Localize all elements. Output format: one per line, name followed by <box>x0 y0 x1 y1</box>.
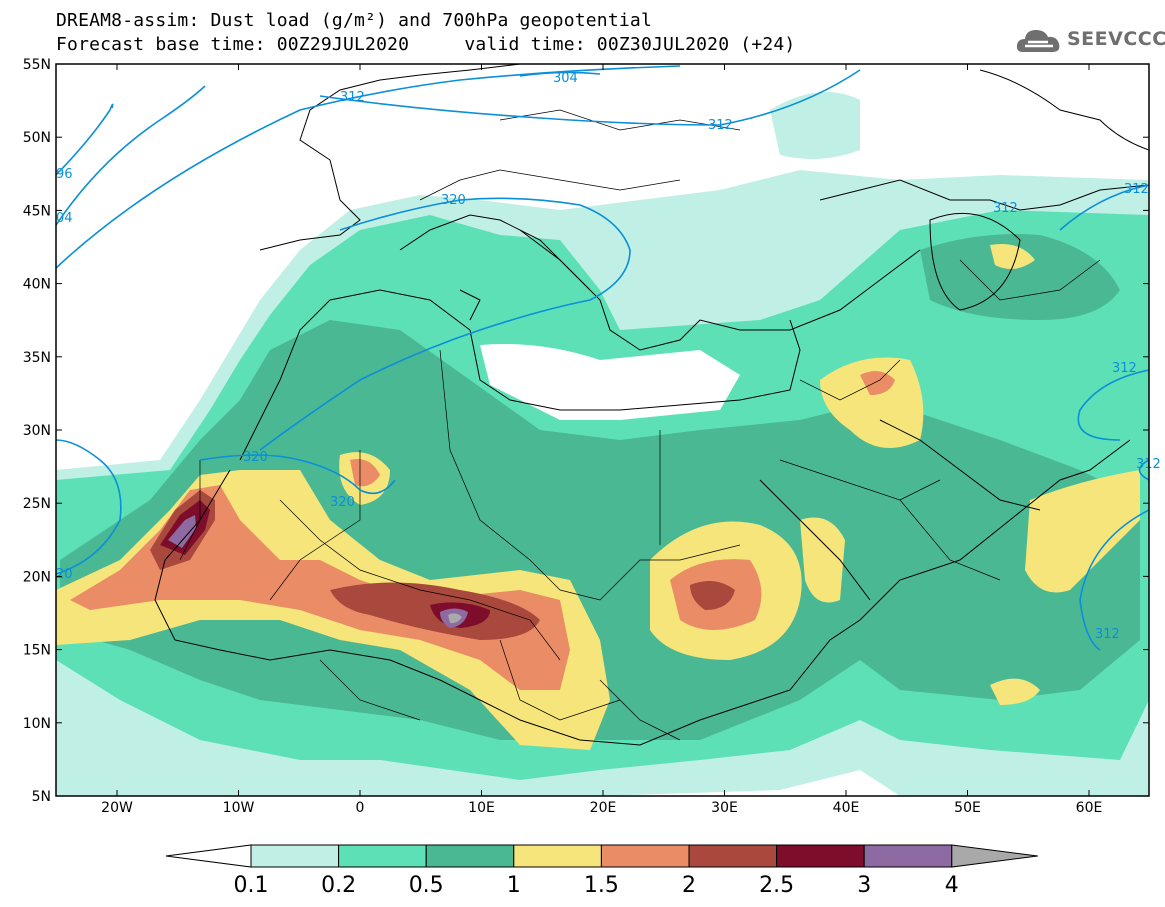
colorbar-label: 0.5 <box>409 873 444 898</box>
lat-label: 25N <box>23 496 51 512</box>
dust-field <box>56 92 1149 796</box>
lat-label: 20N <box>23 569 51 585</box>
contour-label: 96 <box>56 167 73 182</box>
colorbar-label: 2 <box>682 873 696 898</box>
lat-label: 10N <box>23 716 51 732</box>
contour-label: 312 <box>1095 627 1120 642</box>
contour-label: 312 <box>1124 182 1149 197</box>
lon-label: 10E <box>468 800 495 816</box>
lon-label: 50E <box>954 800 981 816</box>
contour-label: 312 <box>340 90 365 105</box>
latitude-ticks: 55N 50N 45N 40N 35N 30N 25N 20N 15N 10N 5N <box>23 57 1149 805</box>
contour-label: 312 <box>708 118 733 133</box>
lat-label: 55N <box>23 57 51 73</box>
colorbar-label: 2.5 <box>759 873 794 898</box>
colorbar-label: 3 <box>857 873 871 898</box>
contour-label: 312 <box>993 201 1018 216</box>
colorbar-swatch <box>425 844 515 868</box>
colorbar-label: 1 <box>507 873 521 898</box>
contour-label: 320 <box>330 495 355 510</box>
colorbar-label: 0.2 <box>321 873 356 898</box>
lon-label: 10W <box>223 800 255 816</box>
cloud-logo-icon <box>1016 30 1060 52</box>
borders <box>179 109 1101 741</box>
map-title-line2: Forecast base time: 00Z29JUL2020 valid t… <box>56 34 796 55</box>
colorbar-label: 0.1 <box>234 873 269 898</box>
lat-label: 15N <box>23 643 51 659</box>
colorbar-swatch <box>338 844 427 868</box>
longitude-ticks: 20W 10W 0 10E 20E 30E 40E 50E 60E <box>101 64 1102 816</box>
contour-label: 304 <box>553 71 578 86</box>
contour-label: 312 <box>1112 361 1137 376</box>
colorbar-right-arrow <box>951 844 1038 868</box>
map-title-line1: DREAM8-assim: Dust load (g/m²) and 700hP… <box>56 10 652 31</box>
geopotential-contours <box>56 65 1149 651</box>
colorbar-label: 4 <box>945 873 959 898</box>
colorbar: 0.1 0.2 0.5 1 1.5 2 2.5 3 4 <box>165 844 1038 898</box>
lon-label: 60E <box>1076 800 1103 816</box>
lon-label: 30E <box>711 800 738 816</box>
logo-text: SEEVCCC <box>1067 28 1165 50</box>
lat-label: 50N <box>23 130 51 146</box>
coastlines <box>154 64 1149 746</box>
contour-label: 04 <box>56 211 73 226</box>
colorbar-swatch <box>688 844 778 868</box>
colorbar-swatch <box>776 844 865 868</box>
lat-label: 40N <box>23 277 51 293</box>
lat-label: 30N <box>23 423 51 439</box>
colorbar-label: 1.5 <box>584 873 619 898</box>
contour-label: 20 <box>56 567 73 582</box>
lon-label: 20E <box>590 800 617 816</box>
lon-label: 40E <box>833 800 860 816</box>
colorbar-swatch <box>600 844 690 868</box>
contour-label: 320 <box>243 450 268 465</box>
colorbar-left-arrow <box>165 844 252 868</box>
colorbar-swatch <box>250 844 340 868</box>
lat-label: 45N <box>23 203 51 219</box>
lon-label: 20W <box>101 800 133 816</box>
colorbar-swatch <box>863 844 953 868</box>
lon-label: 0 <box>356 800 365 816</box>
contour-labels: 304 312 312 320 320 320 312 312 312 312 … <box>56 71 1161 642</box>
lat-label: 5N <box>32 789 51 805</box>
lat-label: 35N <box>23 350 51 366</box>
contour-label: 320 <box>441 193 466 208</box>
seevccc-logo: SEEVCCC <box>1015 22 1165 58</box>
colorbar-swatch <box>513 844 602 868</box>
